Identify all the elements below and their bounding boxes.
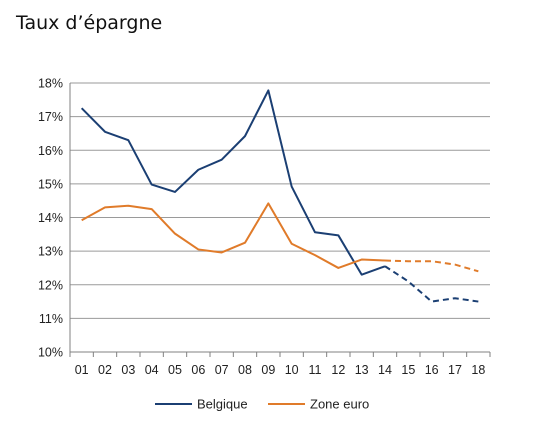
y-tick-label: 11% bbox=[39, 312, 63, 326]
series-forecast-line-zone-euro bbox=[384, 259, 479, 273]
series-line-zone-euro bbox=[81, 202, 386, 269]
x-tick-label: 03 bbox=[121, 363, 135, 377]
x-tick-label: 10 bbox=[285, 363, 299, 377]
legend-label-belgique: Belgique bbox=[197, 397, 248, 412]
x-tick-label: 01 bbox=[75, 363, 89, 377]
y-tick-label: 18% bbox=[38, 77, 63, 91]
x-axis-tick-labels: 01 02 03 04 05 06 07 08 09 10 11 12 13 14 15 16 17 18 bbox=[75, 363, 486, 377]
x-tick-label: 08 bbox=[238, 363, 252, 377]
x-tick-label: 06 bbox=[191, 363, 205, 377]
x-tick-label: 15 bbox=[401, 363, 415, 377]
x-tick-label: 16 bbox=[425, 363, 439, 377]
x-tick-label: 11 bbox=[309, 363, 322, 377]
y-tick-label: 13% bbox=[38, 245, 63, 259]
y-tick-label: 17% bbox=[38, 110, 63, 124]
series-line-belgique bbox=[80, 89, 386, 276]
x-tick-label: 07 bbox=[215, 363, 229, 377]
x-tick-label: 17 bbox=[448, 363, 462, 377]
x-tick-label: 09 bbox=[261, 363, 275, 377]
chart-title: Taux d’épargne bbox=[16, 12, 163, 34]
legend-label-zone-euro: Zone euro bbox=[310, 397, 369, 412]
x-tick-label: 18 bbox=[471, 363, 485, 377]
x-tick-label: 04 bbox=[145, 363, 159, 377]
x-axis bbox=[69, 83, 491, 357]
x-tick-label: 02 bbox=[98, 363, 112, 377]
y-tick-label: 14% bbox=[38, 211, 63, 225]
legend: Belgique Zone euro bbox=[155, 397, 369, 412]
x-tick-label: 14 bbox=[378, 363, 392, 377]
y-tick-label: 10% bbox=[38, 346, 63, 360]
x-tick-label: 13 bbox=[355, 363, 369, 377]
y-tick-label: 12% bbox=[38, 278, 63, 292]
x-tick-label: 05 bbox=[168, 363, 182, 377]
y-tick-label: 16% bbox=[38, 144, 63, 158]
gridlines bbox=[70, 82, 490, 353]
x-tick-label: 12 bbox=[331, 363, 345, 377]
y-tick-label: 15% bbox=[38, 177, 63, 191]
y-axis-tick-labels: 10% 11% 12% 13% 14% 15% 16% 17% 18% bbox=[38, 77, 63, 360]
series-lines bbox=[80, 89, 479, 303]
series-forecast-line-belgique bbox=[384, 265, 479, 303]
